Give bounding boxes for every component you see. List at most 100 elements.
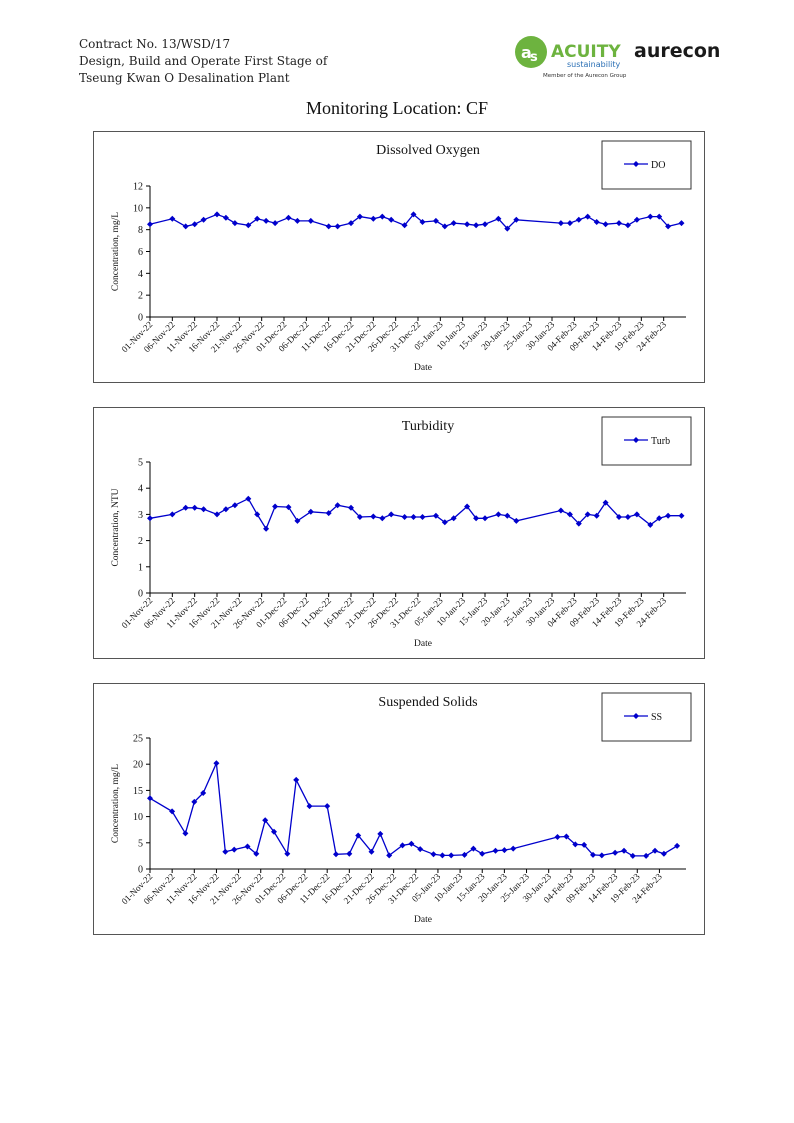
data-point: [470, 845, 477, 852]
y-tick-label: 10: [133, 812, 143, 823]
chart-legend: SS: [601, 692, 692, 742]
data-point: [417, 846, 424, 853]
data-point: [629, 852, 636, 859]
data-point: [399, 842, 406, 849]
y-tick-label: 5: [138, 458, 143, 469]
data-point: [584, 511, 591, 518]
data-point: [441, 223, 448, 230]
data-point: [284, 850, 291, 857]
data-point: [368, 848, 375, 855]
data-point: [370, 513, 377, 520]
data-point: [665, 512, 672, 519]
data-point: [450, 220, 457, 227]
chart-legend: Turb: [601, 416, 692, 466]
data-point: [401, 222, 408, 229]
data-point: [621, 847, 627, 854]
data-point: [214, 511, 220, 518]
data-point: [504, 512, 511, 519]
data-point: [293, 776, 300, 783]
data-point: [482, 221, 488, 228]
legend-box: [601, 140, 692, 190]
data-point: [593, 512, 600, 519]
data-point: [306, 803, 313, 810]
acuity-name: ACUITY: [551, 42, 621, 62]
data-point: [285, 214, 292, 221]
x-axis-label: Date: [414, 915, 432, 925]
data-point: [461, 851, 468, 858]
data-point: [602, 221, 609, 228]
data-point: [355, 832, 362, 839]
data-point: [656, 213, 663, 220]
data-point: [271, 828, 277, 835]
plant-name: Tseung Kwan O Desalination Plant: [79, 71, 290, 85]
data-point: [222, 506, 229, 513]
y-tick-label: 20: [133, 760, 143, 771]
data-point: [432, 217, 439, 224]
data-point: [674, 842, 681, 849]
data-point: [441, 519, 448, 526]
data-point: [439, 852, 446, 859]
data-point: [272, 220, 279, 227]
y-tick-label: 0: [138, 589, 143, 600]
contract-description: Design, Build and Operate First Stage of: [79, 54, 328, 68]
data-point: [169, 511, 176, 518]
chart-dissolved-oxygen-svg: Dissolved Oxygen DO 0 2 4 6 8 10 12 Concentration…: [111, 140, 692, 373]
acuity-logo: a s ACUITY sustainability Member of the …: [515, 36, 627, 79]
data-point: [572, 841, 579, 848]
data-point: [495, 215, 502, 222]
data-point: [253, 850, 260, 857]
data-point: [479, 850, 486, 857]
y-tick-label: 0: [138, 313, 143, 324]
data-point: [272, 503, 279, 510]
data-point: [346, 850, 353, 857]
acuity-subtitle: sustainability: [567, 60, 621, 69]
y-tick-label: 0: [138, 865, 143, 876]
y-tick-label: 3: [138, 510, 143, 521]
y-tick-label: 15: [133, 786, 143, 797]
data-point: [652, 847, 658, 854]
series-line: [149, 760, 678, 857]
data-point: [616, 220, 622, 227]
legend-box: [601, 692, 692, 742]
data-point: [612, 849, 619, 856]
data-point: [593, 219, 600, 225]
data-point: [419, 219, 426, 225]
chart-title: Turbidity: [402, 419, 454, 434]
chart-legend: DO: [601, 140, 692, 190]
data-point: [294, 217, 301, 224]
y-tick-label: 10: [133, 203, 143, 214]
data-point: [254, 511, 261, 518]
data-point: [624, 222, 631, 229]
data-point: [473, 222, 480, 229]
data-point: [191, 221, 198, 228]
data-point: [285, 504, 292, 511]
data-point: [356, 514, 363, 520]
data-point: [231, 502, 238, 509]
series-line: [149, 497, 682, 531]
data-point: [665, 223, 672, 230]
data-point: [554, 834, 561, 840]
data-point: [501, 847, 508, 854]
data-point: [401, 514, 408, 520]
y-tick-label: 1: [138, 562, 143, 573]
data-point: [334, 502, 341, 509]
data-point: [200, 506, 207, 513]
data-point: [348, 220, 354, 227]
data-point: [379, 515, 386, 522]
data-point: [563, 833, 570, 840]
data-point: [647, 521, 654, 528]
data-point: [200, 216, 207, 223]
acuity-logo-mark: a: [521, 43, 532, 62]
data-point: [584, 213, 591, 220]
data-point: [262, 817, 269, 824]
data-point: [222, 848, 229, 855]
data-point: [513, 216, 520, 223]
data-point: [191, 798, 198, 805]
data-point: [678, 512, 685, 519]
legend-label: DO: [651, 160, 665, 171]
chart-title: Dissolved Oxygen: [376, 143, 480, 158]
data-point: [510, 845, 517, 852]
data-point: [616, 514, 622, 520]
data-point: [370, 215, 377, 222]
